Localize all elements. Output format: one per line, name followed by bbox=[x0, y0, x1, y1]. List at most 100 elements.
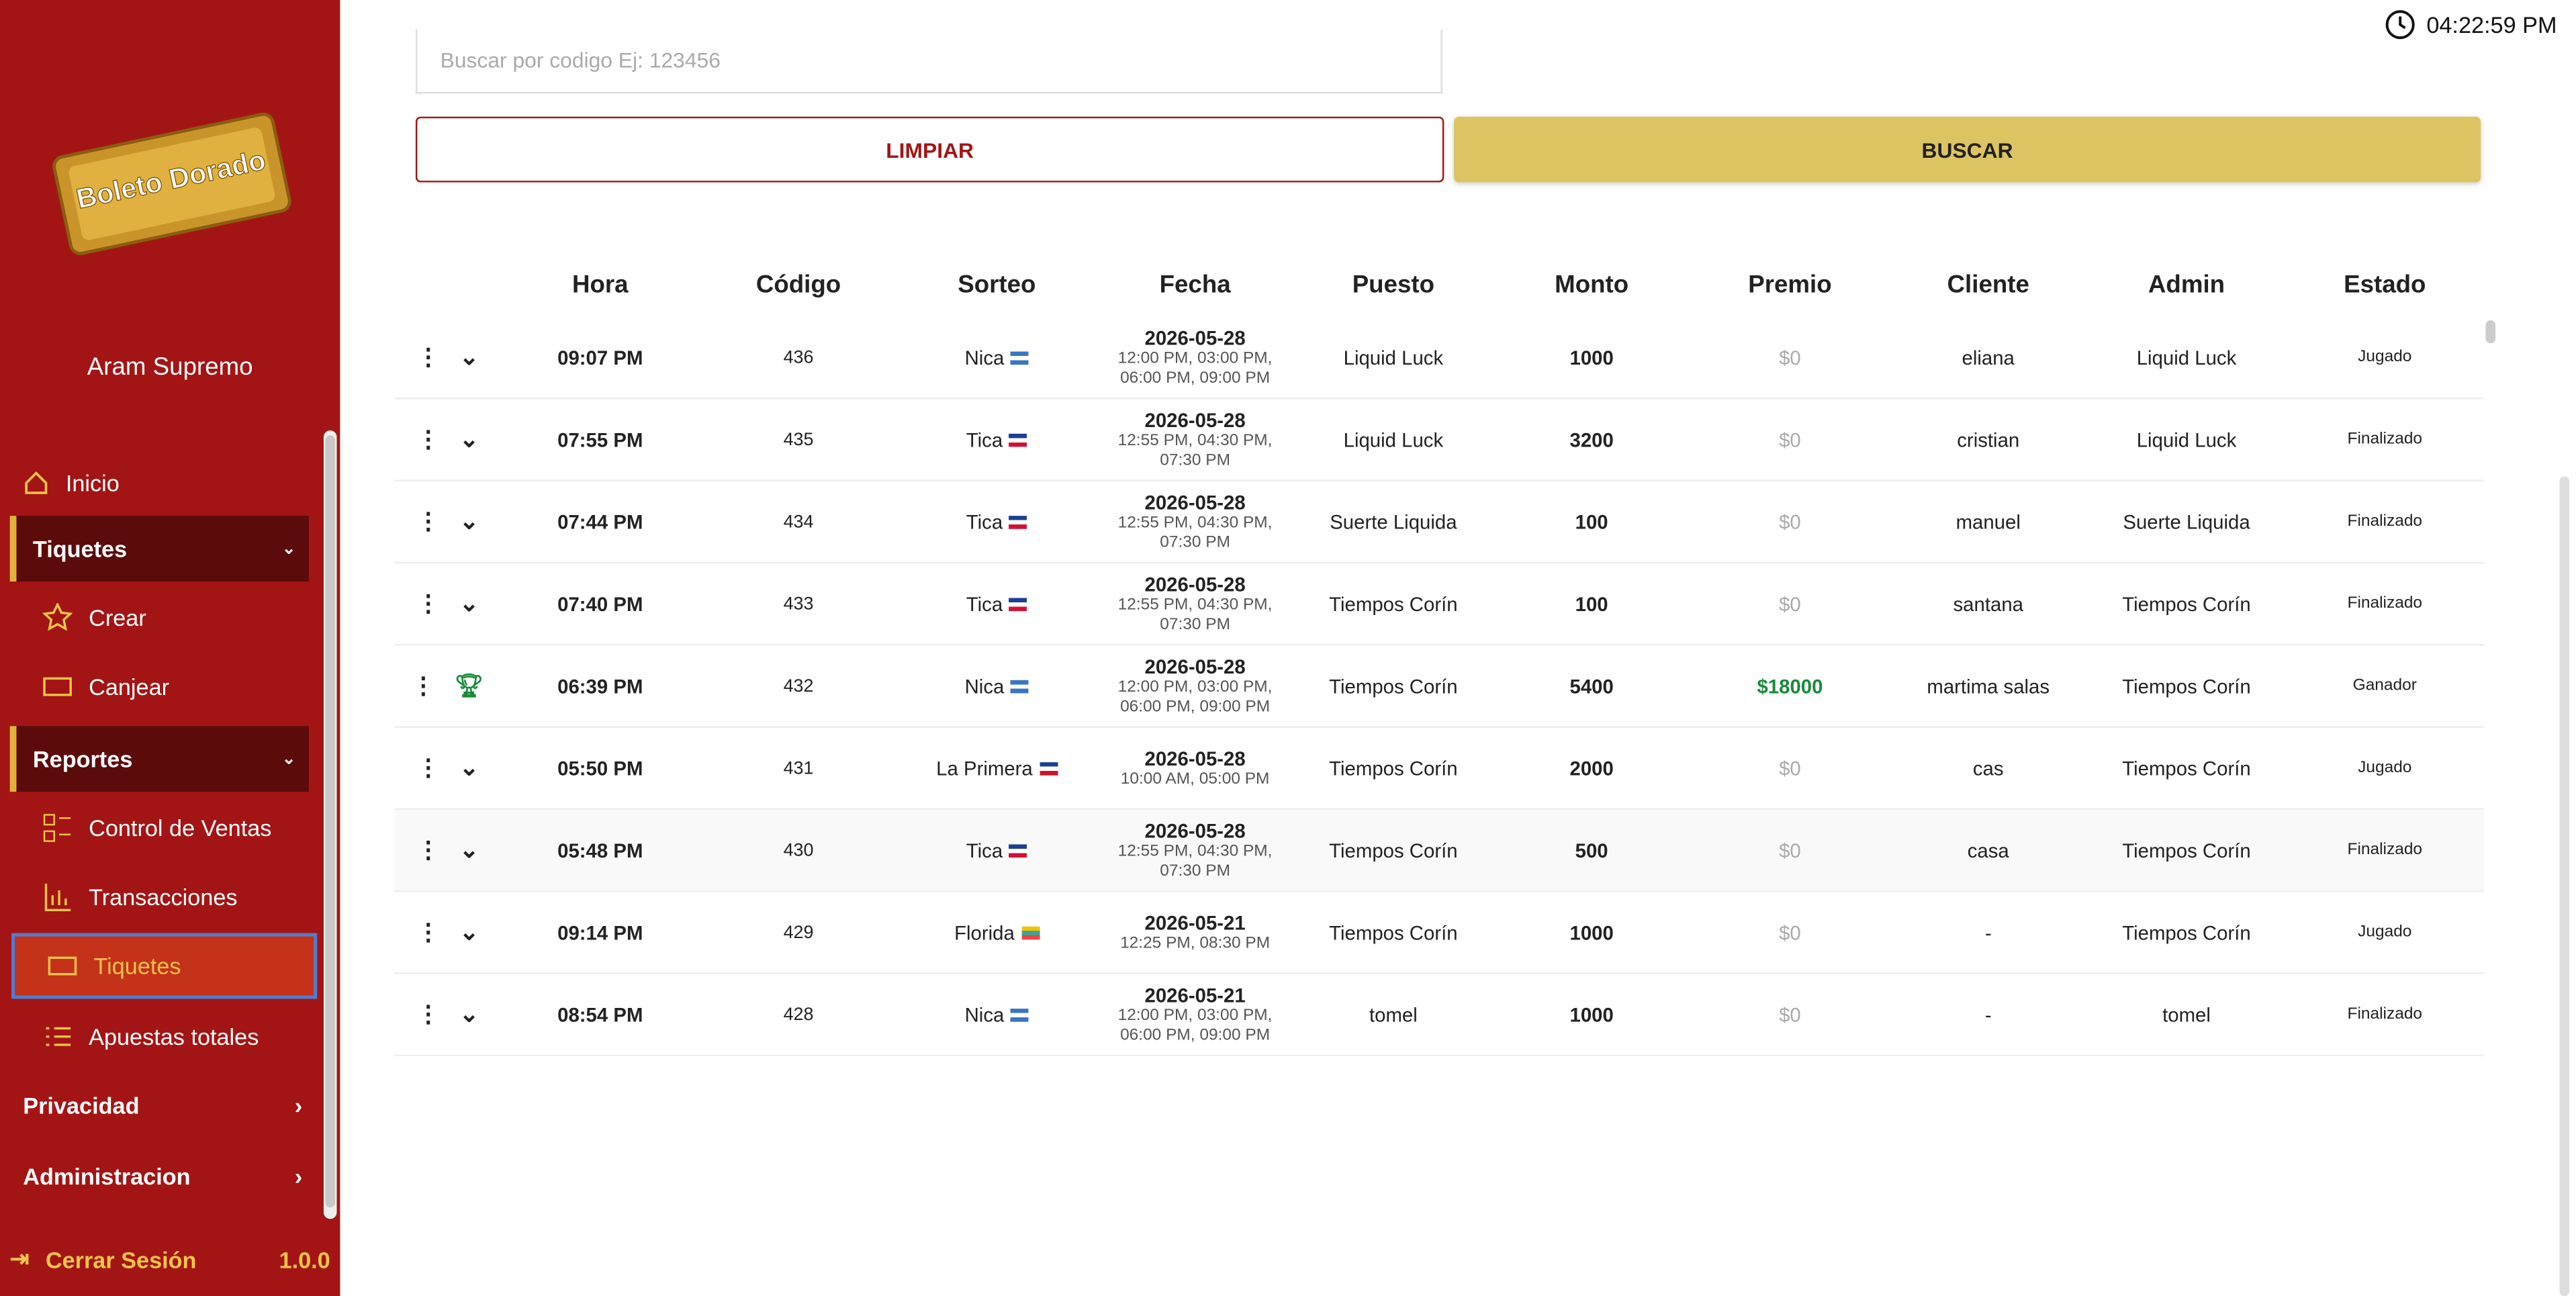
menu-button[interactable]: ⋮ bbox=[416, 918, 440, 945]
codigo: 430 bbox=[783, 840, 814, 860]
premio: $0 bbox=[1779, 1003, 1801, 1026]
row-actions: ⋮ ⌄ bbox=[394, 343, 501, 371]
menu-button[interactable]: ⋮ bbox=[416, 425, 440, 452]
menu-button[interactable]: ⋮ bbox=[412, 672, 435, 698]
sorteo-name: Tica bbox=[966, 428, 1003, 451]
expand-button[interactable]: ⌄ bbox=[459, 1000, 479, 1027]
premio: $0 bbox=[1779, 592, 1801, 616]
admin: tomel bbox=[2162, 1003, 2211, 1026]
nav-tiquetes[interactable]: Tiquetes bbox=[11, 933, 318, 999]
row-actions: ⋮ ⌄ bbox=[394, 754, 501, 782]
label: Privacidad bbox=[23, 1092, 140, 1119]
admin: Tiempos Corín bbox=[2122, 838, 2251, 862]
expand-button[interactable]: ⌄ bbox=[459, 425, 479, 452]
nav-canjear[interactable]: Canjear bbox=[43, 654, 355, 720]
menu-button[interactable]: ⋮ bbox=[416, 753, 440, 781]
nav-inicio[interactable]: Inicio bbox=[23, 450, 335, 516]
table-row: ⋮ ⌄ 08:54 PM 428 Nica 2026-05-21 12:00 PM, 03:… bbox=[394, 974, 2484, 1057]
row-actions: ⋮ ⌄ bbox=[394, 426, 501, 454]
puesto: Tiempos Corín bbox=[1329, 838, 1458, 862]
codigo: 429 bbox=[783, 922, 814, 943]
sorteo-name: Tica bbox=[966, 510, 1003, 533]
nav-transacciones[interactable]: Transacciones bbox=[43, 864, 355, 930]
fecha-times: 12:25 PM, 08:30 PM bbox=[1120, 933, 1271, 952]
nav-control-ventas[interactable]: Control de Ventas bbox=[43, 795, 355, 861]
fecha-date: 2026-05-28 bbox=[1144, 572, 1246, 596]
monto: 5400 bbox=[1569, 674, 1614, 698]
search-button[interactable]: BUSCAR bbox=[1454, 116, 2481, 183]
fecha-date: 2026-05-28 bbox=[1144, 408, 1246, 432]
clear-button[interactable]: LIMPIAR bbox=[415, 116, 1444, 183]
fecha: 2026-05-28 12:55 PM, 04:30 PM, 07:30 PM bbox=[1096, 408, 1294, 471]
cliente: martima salas bbox=[1927, 674, 2050, 698]
table-row: ⋮ ⌄ 05:48 PM 430 Tica 2026-05-28 12:55 PM, 04:… bbox=[394, 810, 2484, 892]
fecha: 2026-05-28 12:00 PM, 03:00 PM, 06:00 PM, … bbox=[1096, 655, 1294, 717]
search-input[interactable]: Buscar por codigo Ej: 123456 bbox=[415, 30, 1442, 94]
cliente: - bbox=[1984, 1003, 1992, 1026]
fecha-times: 12:55 PM, 04:30 PM, 07:30 PM bbox=[1117, 841, 1273, 880]
label: Apuestas totales bbox=[89, 1023, 259, 1050]
flag bbox=[1039, 761, 1058, 775]
puesto: Suerte Liquida bbox=[1330, 510, 1457, 533]
fecha-times: 12:00 PM, 03:00 PM, 06:00 PM, 09:00 PM bbox=[1117, 1006, 1273, 1044]
nav-privacidad[interactable]: Privacidad › bbox=[23, 1092, 303, 1119]
cliente: cristian bbox=[1957, 428, 2020, 451]
sorteo-name: Tica bbox=[966, 838, 1003, 862]
fecha-date: 2026-05-28 bbox=[1144, 819, 1246, 842]
expand-button[interactable]: ⌄ bbox=[459, 590, 479, 616]
fecha-times: 12:00 PM, 03:00 PM, 06:00 PM, 09:00 PM bbox=[1117, 678, 1273, 716]
estado: Finalizado bbox=[2347, 512, 2423, 531]
trophy-icon: 🏆︎ bbox=[454, 672, 484, 698]
hora: 07:44 PM bbox=[557, 510, 643, 533]
flag bbox=[1011, 679, 1029, 693]
nav-tiquetes-section[interactable]: Tiquetes ⌄ bbox=[9, 516, 309, 582]
sorteo: Tica bbox=[898, 510, 1096, 533]
expand-button[interactable]: ⌄ bbox=[459, 507, 479, 535]
menu-button[interactable]: ⋮ bbox=[416, 507, 440, 535]
page-scrollbar bbox=[2559, 476, 2570, 1296]
admin: Tiempos Corín bbox=[2122, 921, 2251, 944]
hora: 07:55 PM bbox=[557, 428, 643, 451]
premio: $0 bbox=[1779, 838, 1801, 862]
hora: 06:39 PM bbox=[557, 674, 643, 698]
nav-crear[interactable]: Crear bbox=[42, 585, 355, 651]
menu-button[interactable]: ⋮ bbox=[416, 1000, 440, 1027]
estado: Finalizado bbox=[2347, 1005, 2423, 1024]
monto: 1000 bbox=[1569, 921, 1614, 944]
footer: ⇥ Cerrar Sesión 1.0.0 bbox=[0, 1222, 340, 1296]
column-header: Monto bbox=[1555, 270, 1629, 299]
fecha-date: 2026-05-28 bbox=[1144, 746, 1246, 770]
table-row: ⋮ 🏆︎ 06:39 PM 432 Nica 2026-05-28 12:00 PM, 03… bbox=[394, 645, 2484, 728]
menu-button[interactable]: ⋮ bbox=[416, 836, 440, 863]
fecha-times: 10:00 AM, 05:00 PM bbox=[1120, 770, 1270, 788]
menu-button[interactable]: ⋮ bbox=[416, 343, 440, 370]
hora: 05:50 PM bbox=[557, 756, 643, 780]
expand-button[interactable]: ⌄ bbox=[459, 753, 479, 781]
table-scrollbar bbox=[2485, 317, 2499, 1178]
puesto: Tiempos Corín bbox=[1329, 921, 1458, 944]
codigo: 436 bbox=[783, 347, 814, 367]
sorteo: Nica bbox=[898, 346, 1096, 369]
codigo: 428 bbox=[783, 1004, 814, 1025]
premio: $0 bbox=[1779, 921, 1801, 944]
monto: 500 bbox=[1575, 838, 1608, 862]
fecha: 2026-05-28 12:55 PM, 04:30 PM, 07:30 PM bbox=[1096, 819, 1294, 882]
nav-administracion[interactable]: Administracion › bbox=[23, 1163, 303, 1190]
flag bbox=[1009, 597, 1027, 610]
menu-button[interactable]: ⋮ bbox=[416, 590, 440, 616]
label: Transacciones bbox=[89, 884, 238, 911]
nav-apuestas[interactable]: Apuestas totales bbox=[43, 1004, 355, 1070]
cliente: eliana bbox=[1962, 345, 2015, 369]
table-row: ⋮ ⌄ 09:07 PM 436 Nica 2026-05-28 12:00 PM, 03:… bbox=[394, 317, 2484, 400]
logout[interactable]: Cerrar Sesión bbox=[45, 1246, 197, 1272]
nav-reportes-section[interactable]: Reportes ⌄ bbox=[9, 726, 309, 792]
sorteo: La Primera bbox=[898, 757, 1096, 780]
version: 1.0.0 bbox=[279, 1246, 330, 1272]
expand-button[interactable]: ⌄ bbox=[459, 343, 479, 370]
sorteo: Florida bbox=[898, 921, 1096, 943]
expand-button[interactable]: ⌄ bbox=[459, 918, 479, 945]
fecha-date: 2026-05-28 bbox=[1144, 326, 1246, 349]
puesto: Tiempos Corín bbox=[1329, 592, 1458, 616]
sorteo: Tica bbox=[898, 428, 1096, 451]
expand-button[interactable]: ⌄ bbox=[459, 836, 479, 863]
